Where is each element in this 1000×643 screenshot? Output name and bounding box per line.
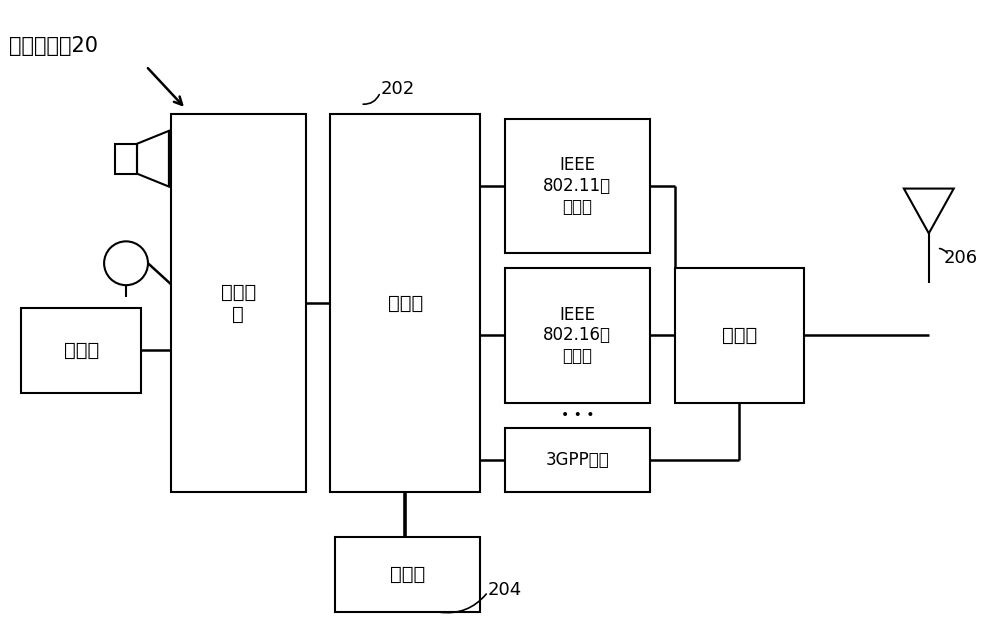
Bar <box>335 537 480 611</box>
Text: 3GPP接口: 3GPP接口 <box>545 451 609 469</box>
Text: 显示器: 显示器 <box>64 341 99 360</box>
Bar <box>505 428 650 493</box>
Text: 存储器: 存储器 <box>390 565 425 584</box>
Text: 202: 202 <box>380 80 415 98</box>
Text: IEEE
802.16网
络接口: IEEE 802.16网 络接口 <box>543 305 611 365</box>
Text: 处理器: 处理器 <box>388 294 423 312</box>
Bar <box>171 114 306 493</box>
Bar <box>675 268 804 403</box>
Text: 耦合器: 耦合器 <box>722 326 757 345</box>
Text: 206: 206 <box>944 249 978 267</box>
Text: 计算机终端20: 计算机终端20 <box>9 36 98 56</box>
Bar <box>21 308 141 393</box>
Bar <box>505 268 650 403</box>
Bar <box>115 144 137 174</box>
Text: • • •: • • • <box>561 408 594 422</box>
Text: 204: 204 <box>488 581 522 599</box>
Text: IEEE
802.11网
络接口: IEEE 802.11网 络接口 <box>543 156 611 216</box>
Bar <box>505 119 650 253</box>
Bar <box>330 114 480 493</box>
Text: 用户接
口: 用户接 口 <box>221 282 256 323</box>
